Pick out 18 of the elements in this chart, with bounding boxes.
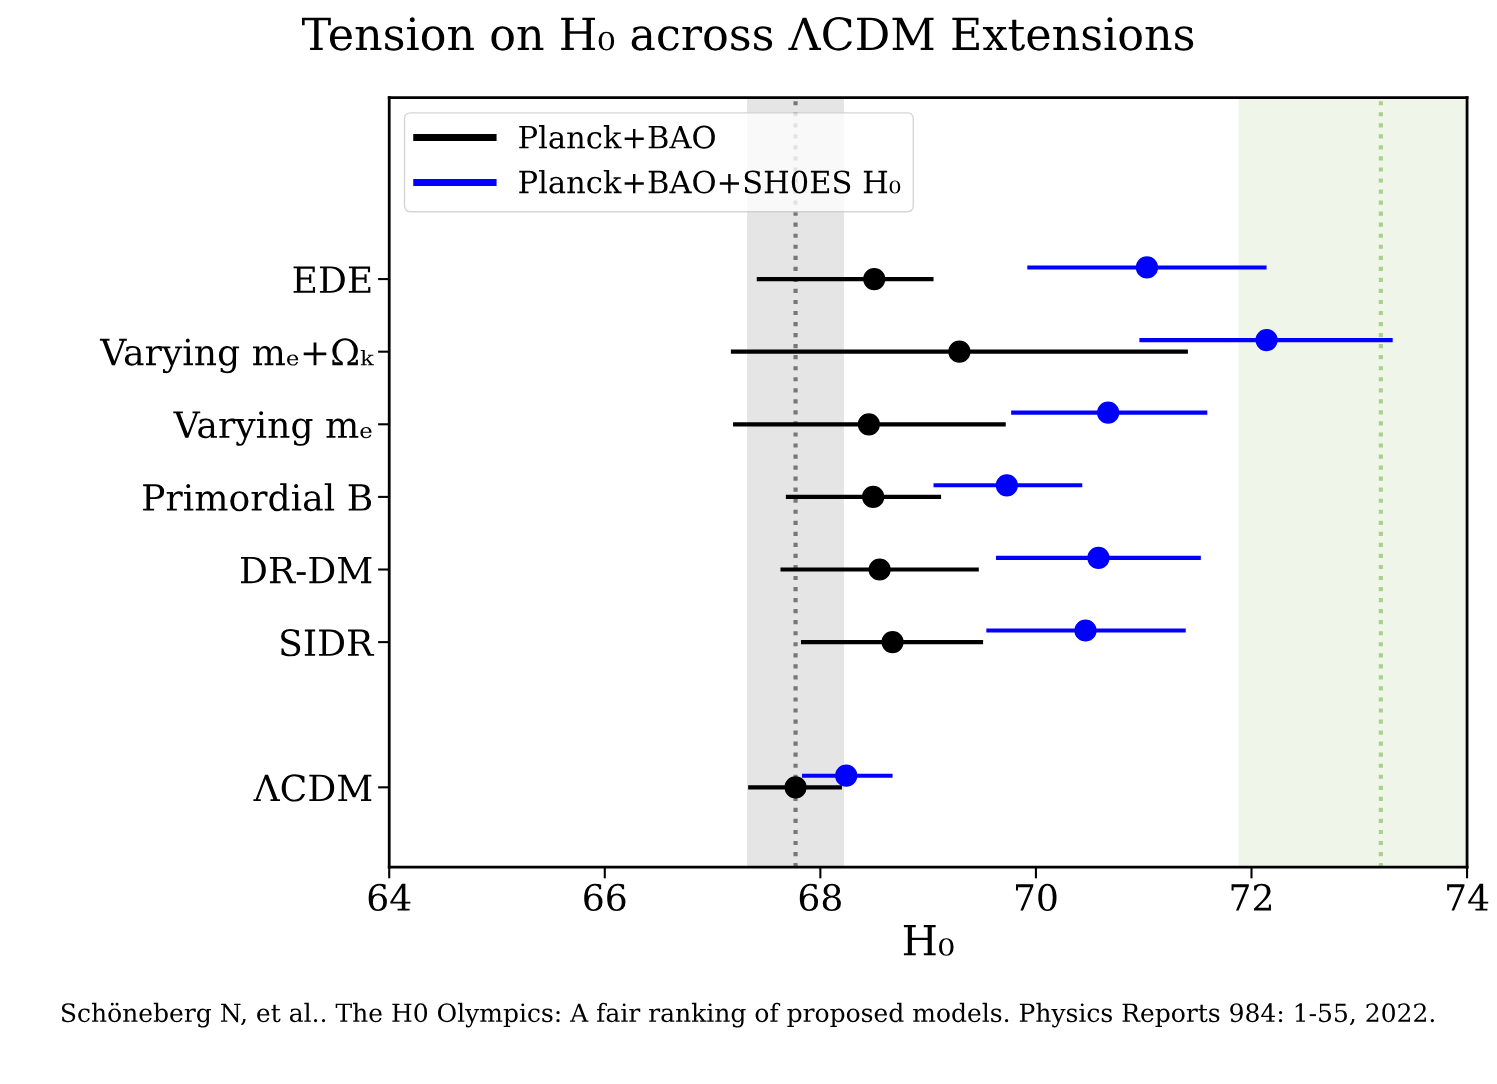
x-tick-label: 74	[1447, 883, 1489, 911]
x-tick-label: 68	[799, 883, 841, 912]
y-tick-label: ΛCDM	[253, 774, 372, 802]
x-tick-label: 64	[368, 883, 411, 912]
y-tick-label: Primordial B	[143, 483, 372, 512]
y-tick-label: Varying mₑ+Ωₖ	[99, 338, 375, 374]
legend-label: Planck+BAO+SH0ES H₀	[519, 169, 901, 194]
x-axis-title: H₀	[903, 924, 954, 956]
y-tick-label: Varying mₑ	[173, 411, 372, 446]
x-tick-label: 66	[584, 883, 626, 912]
legend-label: Planck+BAO	[519, 125, 715, 149]
chart-title: Tension on H₀ across ΛCDM Extensions	[302, 17, 1194, 51]
y-tick-label: EDE	[293, 266, 371, 293]
x-tick-label: 70	[1015, 883, 1057, 912]
text: Schöneberg N, et al.. The H0 Olympics: A fair ranking of proposed models. Physics Reports 984: 1-55, 2022.	[61, 1002, 1434, 1028]
y-tick-label: SIDR	[281, 629, 375, 657]
x-tick-label: 72	[1231, 883, 1271, 911]
y-tick-label: DR-DM	[240, 556, 372, 584]
